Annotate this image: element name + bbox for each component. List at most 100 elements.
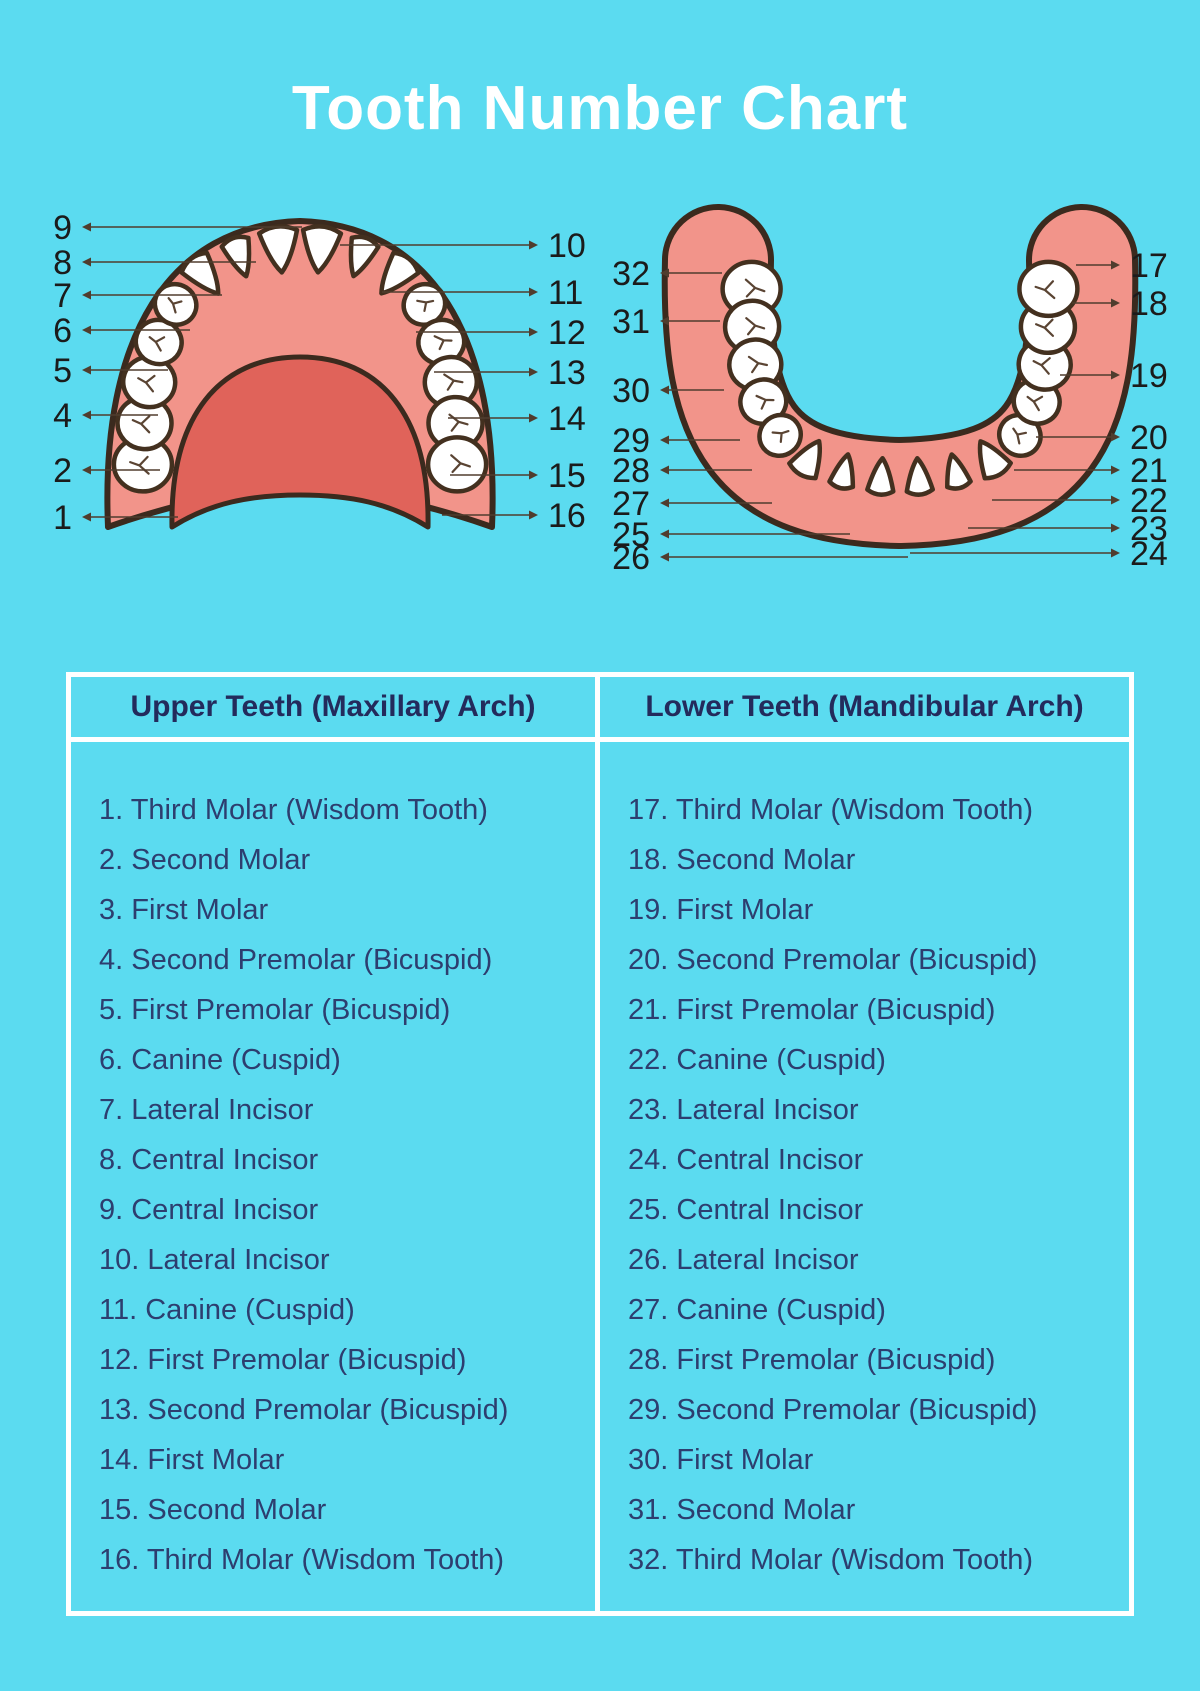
arrowhead-icon [82, 290, 91, 300]
tooth-number-label: 6 [53, 312, 72, 350]
table-row: 11. Canine (Cuspid) [99, 1294, 355, 1326]
tooth-shape [757, 412, 803, 459]
arrowhead-icon [82, 325, 91, 335]
tooth-number-label: 31 [612, 303, 650, 341]
table-header-row: Upper Teeth (Maxillary Arch) Lower Teeth… [71, 677, 1129, 742]
tooth-number-label: 2 [53, 452, 72, 490]
table-row: 23. Lateral Incisor [628, 1094, 859, 1126]
tooth-number-label: 13 [548, 354, 586, 392]
arrowhead-icon [1111, 260, 1120, 270]
tooth-number-label: 10 [548, 227, 586, 265]
tooth-crack [745, 317, 766, 336]
tooth-number-label: 12 [548, 314, 586, 352]
tooth-crack [1012, 427, 1028, 445]
arrowhead-icon [529, 413, 538, 423]
table-row: 24. Central Incisor [628, 1144, 864, 1176]
table-row: 29. Second Premolar (Bicuspid) [628, 1394, 1038, 1426]
tooth-number-label: 5 [53, 352, 72, 390]
table-row: 32. Third Molar (Wisdom Tooth) [628, 1544, 1034, 1576]
upper-teeth-column: 1. Third Molar (Wisdom Tooth) 2. Second M… [71, 742, 600, 1611]
tooth-shape [1017, 259, 1080, 319]
tooth-crack [443, 373, 464, 391]
table-row: 30. First Molar [628, 1444, 814, 1476]
tooth-number-label: 11 [548, 274, 583, 312]
arrowhead-icon [1111, 370, 1120, 380]
tooth-number-label: 1 [53, 499, 72, 537]
arrowhead-icon [529, 327, 538, 337]
tooth-shape [787, 438, 823, 481]
tooth-shape [425, 435, 489, 494]
arrowhead-icon [82, 222, 91, 232]
tooth-number-label: 9 [53, 209, 72, 247]
tooth-number-table: Upper Teeth (Maxillary Arch) Lower Teeth… [66, 672, 1134, 1616]
table-row: 2. Second Molar [99, 844, 311, 876]
arrowhead-icon [82, 365, 91, 375]
tooth-shape [865, 456, 896, 497]
arrowhead-icon [660, 552, 669, 562]
tooth-crack [448, 413, 469, 432]
tooth-shape [945, 452, 973, 491]
table-row: 6. Canine (Cuspid) [99, 1044, 341, 1076]
table-row: 16. Third Molar (Wisdom Tooth) [99, 1544, 505, 1576]
arrowhead-icon [660, 385, 669, 395]
tooth-number-label: 30 [612, 372, 650, 410]
tooth-crack [1034, 280, 1056, 300]
arrowhead-icon [82, 512, 91, 522]
tooth-number-label: 18 [1130, 285, 1168, 323]
table-row: 25. Central Incisor [628, 1194, 864, 1226]
tooth-crack [1026, 395, 1044, 412]
tooth-number-label: 8 [53, 244, 72, 282]
tooth-shape [219, 234, 252, 279]
table-row: 27. Canine (Cuspid) [628, 1294, 886, 1326]
arrowhead-icon [529, 240, 538, 250]
tooth-number-label: 14 [548, 400, 586, 438]
table-row: 28. First Premolar (Bicuspid) [628, 1344, 996, 1376]
table-row: 20. Second Premolar (Bicuspid) [628, 944, 1038, 976]
upper-palate [169, 354, 431, 530]
tooth-crack [1032, 357, 1051, 375]
page-title: Tooth Number Chart [291, 74, 909, 143]
arrowhead-icon [1111, 432, 1120, 442]
table-header-upper: Upper Teeth (Maxillary Arch) [71, 677, 600, 737]
table-row: 31. Second Molar [628, 1494, 856, 1526]
table-row: 21. First Premolar (Bicuspid) [628, 994, 996, 1026]
tooth-number-label: 21 [1130, 452, 1168, 490]
arrowhead-icon [529, 287, 538, 297]
tooth-shape [111, 435, 175, 494]
tooth-number-label: 25 [612, 516, 650, 554]
tooth-number-label: 17 [1130, 247, 1168, 285]
tooth-number-label: 20 [1130, 419, 1168, 457]
arrowhead-icon [660, 316, 669, 326]
tooth-shape [379, 250, 421, 296]
table-row: 19. First Molar [628, 894, 814, 926]
arrowhead-icon [82, 257, 91, 267]
arrowhead-icon [660, 435, 669, 445]
arrowhead-icon [1111, 298, 1120, 308]
table-row: 15. Second Molar [99, 1494, 327, 1526]
table-row: 1. Third Molar (Wisdom Tooth) [99, 794, 488, 826]
tooth-number-label: 7 [53, 277, 72, 315]
tooth-number-label: 16 [548, 497, 586, 535]
tooth-crack [747, 355, 769, 374]
tooth-crack [167, 297, 183, 314]
table-row: 18. Second Molar [628, 844, 856, 876]
tooth-crack [744, 278, 766, 298]
tooth-number-label: 28 [612, 452, 650, 490]
table-row: 4. Second Premolar (Bicuspid) [99, 944, 493, 976]
tooth-crack [755, 394, 775, 410]
table-row: 26. Lateral Incisor [628, 1244, 859, 1276]
tooth-number-label: 15 [548, 457, 586, 495]
arrowhead-icon [82, 465, 91, 475]
table-row: 9. Central Incisor [99, 1194, 319, 1226]
tooth-number-label: 32 [612, 255, 650, 293]
arrowhead-icon [660, 498, 669, 508]
tooth-number-label: 4 [53, 397, 72, 435]
tooth-crack [416, 299, 435, 313]
arrowhead-icon [529, 367, 538, 377]
lower-teeth-column: 17. Third Molar (Wisdom Tooth) 18. Second… [600, 742, 1129, 1611]
tooth-shape [179, 250, 221, 296]
table-row: 5. First Premolar (Bicuspid) [99, 994, 451, 1026]
